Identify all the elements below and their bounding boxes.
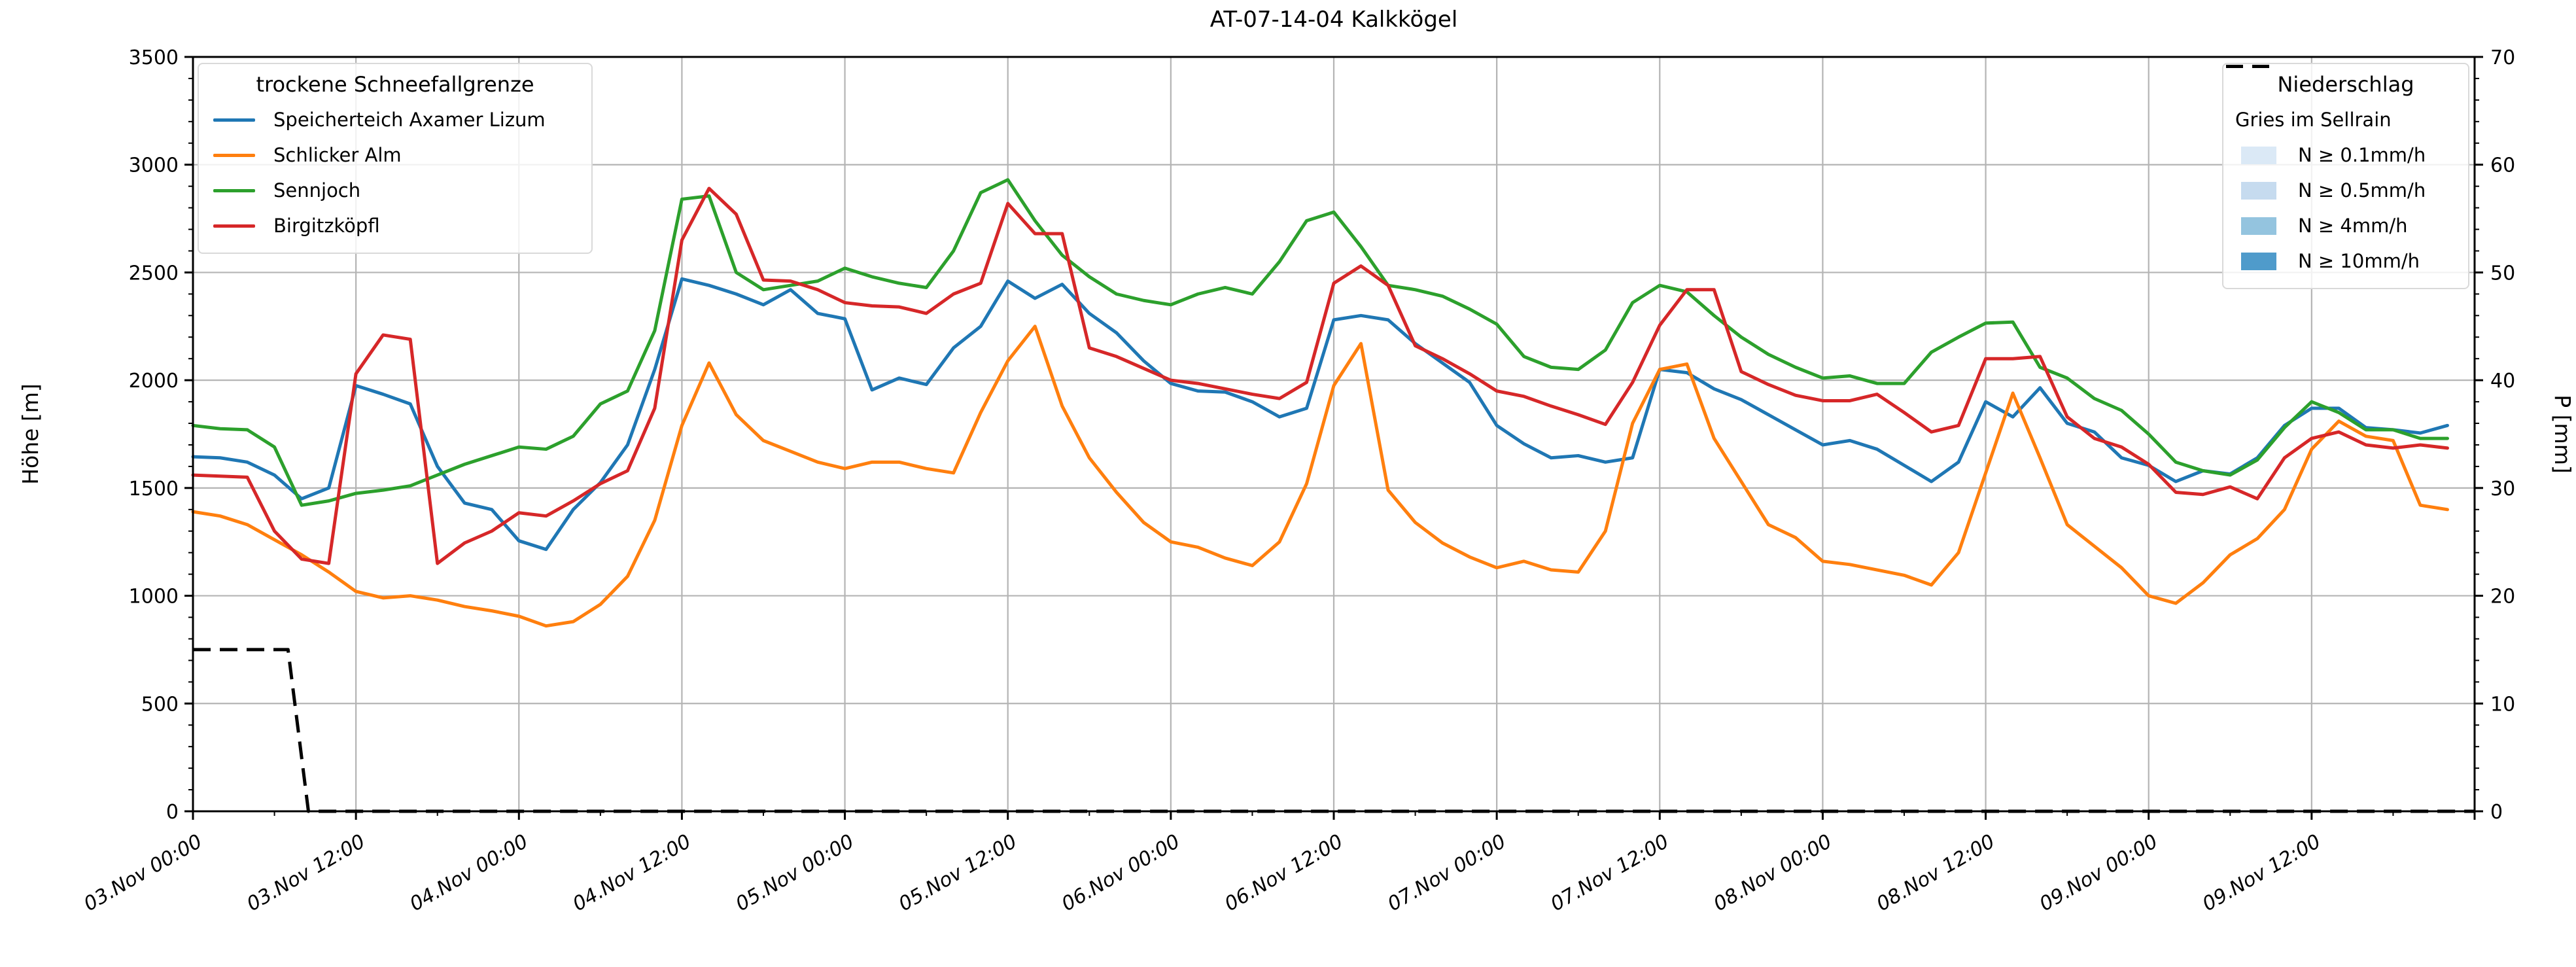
tick-label: 07.Nov 00:00 (1384, 830, 1510, 916)
tick-label: 1500 (129, 478, 179, 501)
band-swatch-icon (2241, 146, 2276, 164)
legend-item-n-10mm-h: N ≥ 10mm/h (2235, 243, 2456, 279)
dashed-line-swatch-icon (2226, 65, 2272, 68)
tick-label: 30 (2490, 478, 2515, 501)
legend-item-label: Schlicker Alm (273, 144, 402, 166)
tick-label: 70 (2490, 46, 2515, 69)
tick-label: 60 (2490, 154, 2515, 177)
y-axis-label-right: P [mm] (2550, 395, 2575, 473)
tick-label: 08.Nov 00:00 (1710, 830, 1836, 916)
legend-item-label: Sennjoch (273, 179, 361, 202)
tick-label: 09.Nov 12:00 (2199, 830, 2325, 916)
legend-item-n-4mm-h: N ≥ 4mm/h (2235, 208, 2456, 243)
legend-precip: Niederschlag Gries im Sellrain N ≥ 0.1mm/… (2222, 63, 2469, 289)
tick-label: 0 (166, 801, 179, 824)
tick-label: 05.Nov 00:00 (732, 830, 858, 916)
gridlines (192, 56, 2475, 813)
series-birgitzk-pfl (191, 186, 2449, 565)
line-swatch-icon (213, 153, 255, 157)
tick-label: 2000 (129, 370, 179, 393)
legend-item-label: N ≥ 0.5mm/h (2298, 179, 2426, 202)
legend-item-n-0-5mm-h: N ≥ 0.5mm/h (2235, 173, 2456, 208)
line-swatch-icon (213, 118, 255, 122)
legend-item-label: Speicherteich Axamer Lizum (273, 109, 546, 131)
tick-label: 20 (2490, 586, 2515, 608)
tick-label: 08.Nov 12:00 (1873, 830, 1999, 916)
line-swatch-icon (213, 188, 255, 192)
tick-label: 40 (2490, 370, 2515, 393)
legend-snowline: trockene Schneefallgrenze Speicherteich … (198, 63, 593, 254)
tick-label: 03.Nov 12:00 (243, 830, 369, 916)
legend-item-speicherteich-axamer-lizum: Speicherteich Axamer Lizum (211, 102, 580, 137)
legend-snowline-title: trockene Schneefallgrenze (256, 72, 534, 97)
legend-item-label: Birgitzköpfl (273, 215, 380, 237)
band-swatch-icon (2241, 217, 2276, 235)
legend-item-gries-im-sellrain: Gries im Sellrain (2226, 65, 2456, 137)
tick-label: 07.Nov 12:00 (1547, 830, 1673, 916)
band-swatch-icon (2241, 181, 2276, 200)
tick-label: 05.Nov 12:00 (895, 830, 1021, 916)
tick-label: 06.Nov 12:00 (1221, 830, 1347, 916)
legend-item-schlicker-alm: Schlicker Alm (211, 137, 580, 173)
legend-item-label: Gries im Sellrain (2235, 109, 2392, 131)
tick-label: 2500 (129, 262, 179, 285)
y-axis-label-left: Höhe [m] (18, 383, 43, 485)
tick-label: 04.Nov 00:00 (406, 830, 532, 916)
series-sennjoch (191, 178, 2449, 507)
legend-item-label: N ≥ 0.1mm/h (2298, 144, 2426, 166)
tick-label: 03.Nov 00:00 (80, 830, 206, 916)
series-schlicker-alm (191, 325, 2449, 628)
tick-label: 04.Nov 12:00 (569, 830, 695, 916)
tick-label: 50 (2490, 262, 2515, 285)
tick-label: 09.Nov 00:00 (2036, 830, 2162, 916)
legend-item-label: N ≥ 4mm/h (2298, 215, 2408, 237)
legend-item-birgitzk-pfl: Birgitzköpfl (211, 208, 580, 243)
chart-title: AT-07-14-04 Kalkkögel (1210, 7, 1458, 33)
tick-label: 1000 (129, 586, 179, 608)
tick-label: 3500 (129, 46, 179, 69)
legend-item-label: N ≥ 10mm/h (2298, 250, 2420, 272)
tick-label: 06.Nov 00:00 (1058, 830, 1184, 916)
legend-item-n-0-1mm-h: N ≥ 0.1mm/h (2235, 137, 2456, 173)
legend-precip-title: Niederschlag (2277, 72, 2414, 97)
legend-item-sennjoch: Sennjoch (211, 173, 580, 208)
tick-label: 0 (2490, 801, 2503, 824)
tick-label: 500 (141, 693, 179, 716)
line-swatch-icon (213, 224, 255, 228)
series-speicherteich-axamer-lizum (191, 277, 2449, 552)
band-swatch-icon (2241, 252, 2276, 270)
tick-label: 10 (2490, 693, 2515, 716)
tick-label: 3000 (129, 154, 179, 177)
